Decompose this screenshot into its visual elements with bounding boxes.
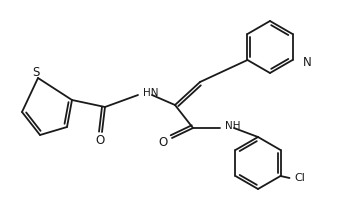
Text: N: N [303,55,311,69]
Text: HN: HN [143,88,158,98]
Text: O: O [95,135,105,147]
Text: O: O [158,137,168,149]
Text: Cl: Cl [294,173,305,183]
Text: S: S [32,66,40,78]
Text: NH: NH [225,121,241,131]
